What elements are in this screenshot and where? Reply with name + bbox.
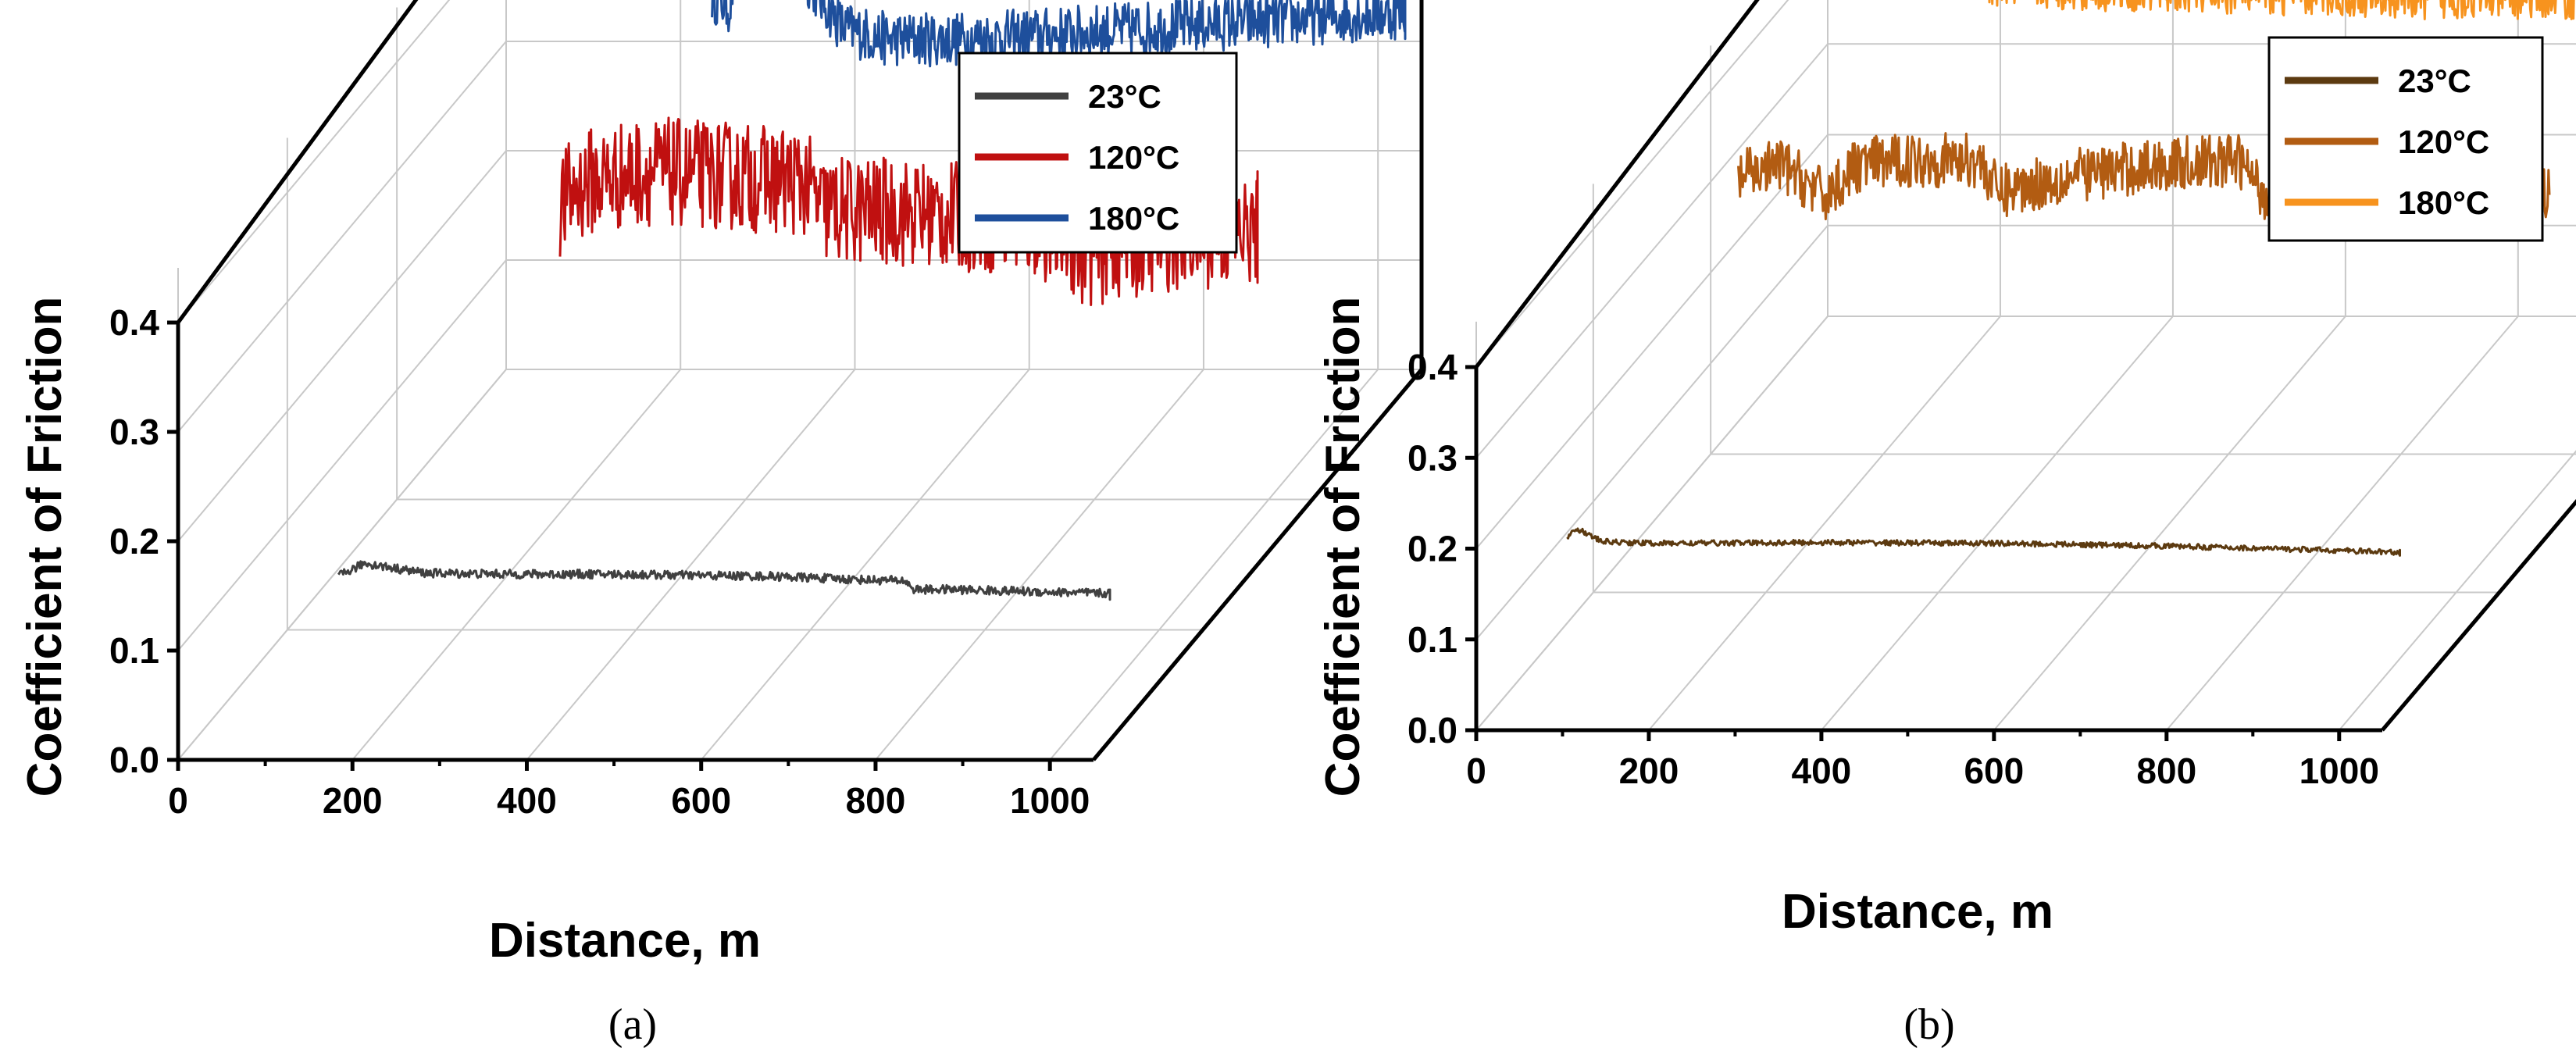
panel-caption-b: (b)	[1903, 1000, 1954, 1049]
x-tick-label: 200	[1619, 751, 1679, 791]
legend-a: 23°C 120°C 180°C	[958, 52, 1238, 254]
x-tick-label: 400	[1792, 751, 1852, 791]
y-tick-label: 0.3	[109, 412, 159, 452]
x-tick-label: 0	[1466, 751, 1486, 791]
x-tick-label: 0	[168, 780, 188, 821]
y-tick-label: 0.2	[109, 521, 159, 562]
y-tick-label: 0.4	[109, 302, 159, 343]
legend-entry: 23°C	[1088, 78, 1161, 115]
x-tick-label: 600	[1964, 751, 2024, 791]
y-tick-label: 0.4	[1408, 347, 1457, 387]
legend-entry: 180°C	[1088, 200, 1179, 237]
legend-entry: 180°C	[2398, 184, 2489, 221]
x-tick-label: 800	[2136, 751, 2196, 791]
y-axis-title-b: Coefficient of Friction	[1316, 297, 1370, 797]
legend-entry: 120°C	[1088, 139, 1179, 176]
axes-b: 0 200 400 600 800 1000 0.0 0.1 0.2 0.3 0.4	[1408, 0, 2576, 791]
x-tick-label: 400	[497, 780, 557, 821]
series-line-1	[1566, 527, 2401, 557]
y-tick-label: 0.1	[109, 630, 159, 671]
y-tick-label: 0.2	[1408, 529, 1457, 569]
series-line-1	[337, 560, 1111, 601]
panel-caption-a: (a)	[608, 1000, 657, 1049]
y-tick-label: 0.0	[109, 740, 159, 780]
x-axis-title-a: Distance, m	[489, 914, 761, 968]
y-tick-label: 0.1	[1408, 619, 1457, 660]
y-tick-label: 0.0	[1408, 710, 1457, 751]
x-tick-label: 800	[846, 780, 906, 821]
x-tick-label: 1000	[2299, 751, 2379, 791]
series-line-3	[1988, 0, 2575, 20]
series-line-3	[711, 0, 1407, 68]
x-tick-label: 1000	[1010, 780, 1090, 821]
x-tick-label: 200	[323, 780, 383, 821]
y-tick-label: 0.3	[1408, 437, 1457, 478]
x-tick-label: 600	[671, 780, 731, 821]
legend-b: 23°C 120°C 180°C	[2267, 36, 2544, 242]
legend-entry: 23°C	[2398, 62, 2471, 99]
axes-a: 0 200 400 600 800 1000 0.0 0.1 0.2 0.3 0.4	[109, 0, 1424, 821]
chart-panel-b: 0 200 400 600 800 1000 0.0 0.1 0.2 0.3 0.4 23°C 120…	[1316, 0, 2576, 1049]
series-layer-a	[337, 0, 1407, 601]
legend-entry: 120°C	[2398, 123, 2489, 160]
chart-panel-a: 0 200 400 600 800 1000 0.0 0.1 0.2 0.3 0.4 23°C 120…	[18, 0, 1424, 1049]
x-axis-title-b: Distance, m	[1782, 885, 2053, 939]
y-axis-title-a: Coefficient of Friction	[18, 297, 72, 797]
